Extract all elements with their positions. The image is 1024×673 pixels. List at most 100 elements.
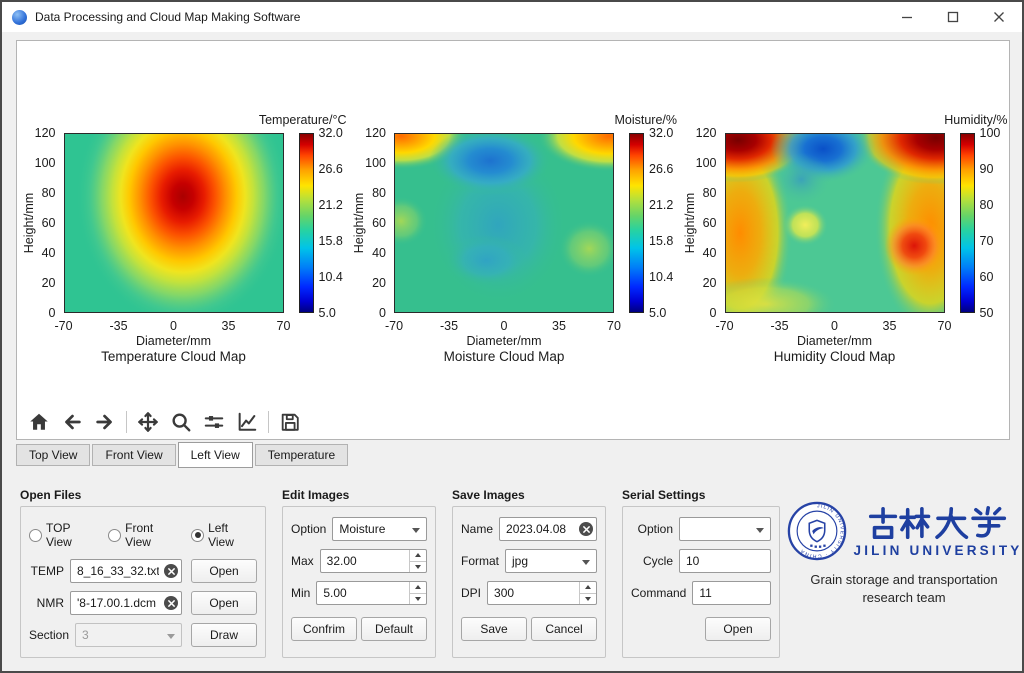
window-title: Data Processing and Cloud Map Making Sof…	[35, 10, 301, 24]
format-combobox[interactable]: jpg	[505, 549, 597, 573]
y-tick: 80	[702, 186, 717, 200]
option-combobox[interactable]: Moisture	[332, 517, 427, 541]
colorbar-tick: 32.0	[649, 126, 674, 140]
tab-top-view[interactable]: Top View	[16, 444, 91, 466]
colorbar-tick: 80	[979, 198, 994, 212]
radio-left-view[interactable]: Left View	[191, 521, 257, 549]
y-tick: 0	[709, 306, 717, 320]
cycle-label: Cycle	[642, 554, 673, 568]
y-axis-ticks: 120 100 80 60 40 20 0	[18, 126, 60, 320]
tab-temperature[interactable]: Temperature	[254, 444, 349, 466]
temp-file-input[interactable]	[70, 559, 182, 583]
x-tick: 0	[831, 319, 838, 333]
open-nmr-button[interactable]: Open	[191, 591, 257, 615]
maximize-icon[interactable]	[930, 2, 976, 32]
colorbar-tick: 15.8	[649, 234, 674, 248]
format-label: Format	[461, 554, 500, 568]
colorbar-tick: 50	[979, 306, 994, 320]
y-tick: 80	[41, 186, 56, 200]
serial-settings-panel: Serial Settings Option Cycle Comman	[622, 488, 780, 658]
clear-icon[interactable]	[164, 596, 178, 610]
y-tick: 120	[34, 126, 56, 140]
radio-button[interactable]	[191, 528, 205, 542]
cycle-input[interactable]	[679, 549, 771, 573]
panel-title: Open Files	[20, 488, 82, 502]
tab-left-view[interactable]: Left View	[177, 442, 253, 468]
colorbar-tick: 90	[979, 162, 994, 176]
dpi-input[interactable]	[487, 581, 597, 605]
colorbar-tick: 70	[979, 234, 994, 248]
radio-top-view[interactable]: TOP View	[29, 521, 99, 549]
colorbar-tick: 21.2	[649, 198, 674, 212]
control-panels: Open Files TOP View Front View Left View	[20, 488, 780, 658]
spin-down-icon[interactable]	[580, 594, 596, 605]
x-tick: 70	[276, 319, 291, 333]
home-icon[interactable]	[27, 410, 51, 434]
y-tick: 100	[695, 156, 717, 170]
back-icon[interactable]	[60, 410, 84, 434]
spin-down-icon[interactable]	[410, 562, 426, 573]
colorbar-label: Moisture/%	[614, 113, 677, 127]
forward-icon[interactable]	[93, 410, 117, 434]
x-axis-ticks: -70 -35 0 35 70	[54, 319, 290, 333]
team-caption-line1: Grain storage and transportation	[810, 572, 998, 587]
colorbar-tick: 10.4	[318, 270, 343, 284]
x-tick: 35	[552, 319, 566, 333]
tab-front-view[interactable]: Front View	[92, 444, 176, 466]
x-tick: -35	[109, 319, 128, 333]
edit-plot-icon[interactable]	[235, 410, 259, 434]
serial-open-button[interactable]: Open	[705, 617, 771, 641]
name-input[interactable]	[499, 517, 597, 541]
radio-front-view[interactable]: Front View	[108, 521, 182, 549]
min-input[interactable]	[316, 581, 427, 605]
name-label: Name	[461, 522, 494, 536]
command-input[interactable]	[692, 581, 771, 605]
humidity-chart: Humidity/% Height/mm 120 100 80 60 40 20 0	[679, 113, 1009, 385]
save-icon[interactable]	[278, 410, 302, 434]
y-tick: 40	[372, 246, 386, 260]
open-temp-button[interactable]: Open	[191, 559, 257, 583]
zoom-icon[interactable]	[169, 410, 193, 434]
section-combobox[interactable]: 3	[75, 623, 182, 647]
x-tick: -35	[770, 319, 789, 333]
x-tick: 35	[221, 319, 236, 333]
y-tick: 80	[372, 186, 386, 200]
spin-up-icon[interactable]	[580, 582, 596, 594]
figure-canvas: Temperature/°C Height/mm 120 100 80 60 40 20 0	[16, 40, 1010, 440]
y-tick: 60	[702, 216, 717, 230]
serial-option-combobox[interactable]	[679, 517, 771, 541]
minimize-icon[interactable]	[884, 2, 930, 32]
chevron-down-icon	[756, 528, 764, 533]
x-tick: -70	[384, 319, 404, 333]
spin-up-icon[interactable]	[410, 582, 426, 594]
save-button[interactable]: Save	[461, 617, 527, 641]
draw-button[interactable]: Draw	[191, 623, 257, 647]
spin-down-icon[interactable]	[410, 594, 426, 605]
default-button[interactable]: Default	[361, 617, 427, 641]
pan-icon[interactable]	[136, 410, 160, 434]
spin-up-icon[interactable]	[410, 550, 426, 562]
colorbar-label: Temperature/°C	[258, 113, 347, 127]
nmr-file-input[interactable]	[70, 591, 182, 615]
chevron-down-icon	[412, 528, 420, 533]
x-axis-ticks: -70 -35 0 35 70	[385, 319, 621, 333]
title-bar: Data Processing and Cloud Map Making Sof…	[2, 2, 1022, 32]
radio-button[interactable]	[108, 528, 122, 542]
configure-subplots-icon[interactable]	[202, 410, 226, 434]
temperature-chart: Temperature/°C Height/mm 120 100 80 60 40 20 0	[18, 113, 348, 385]
edit-images-panel: Edit Images Option Moisture Max	[282, 488, 436, 658]
x-tick: 35	[882, 319, 897, 333]
chart-title: Humidity Cloud Map	[773, 349, 896, 364]
radio-button[interactable]	[29, 528, 42, 542]
panel-title: Serial Settings	[622, 488, 706, 502]
close-icon[interactable]	[976, 2, 1022, 32]
clear-icon[interactable]	[164, 564, 178, 578]
y-tick: 0	[379, 306, 386, 320]
panel-title: Edit Images	[282, 488, 350, 502]
confirm-button[interactable]: Confrim	[291, 617, 357, 641]
dpi-spinbox	[487, 581, 597, 605]
clear-icon[interactable]	[579, 522, 593, 536]
cancel-button[interactable]: Cancel	[531, 617, 597, 641]
colorbar-label: Humidity/%	[944, 113, 1008, 127]
